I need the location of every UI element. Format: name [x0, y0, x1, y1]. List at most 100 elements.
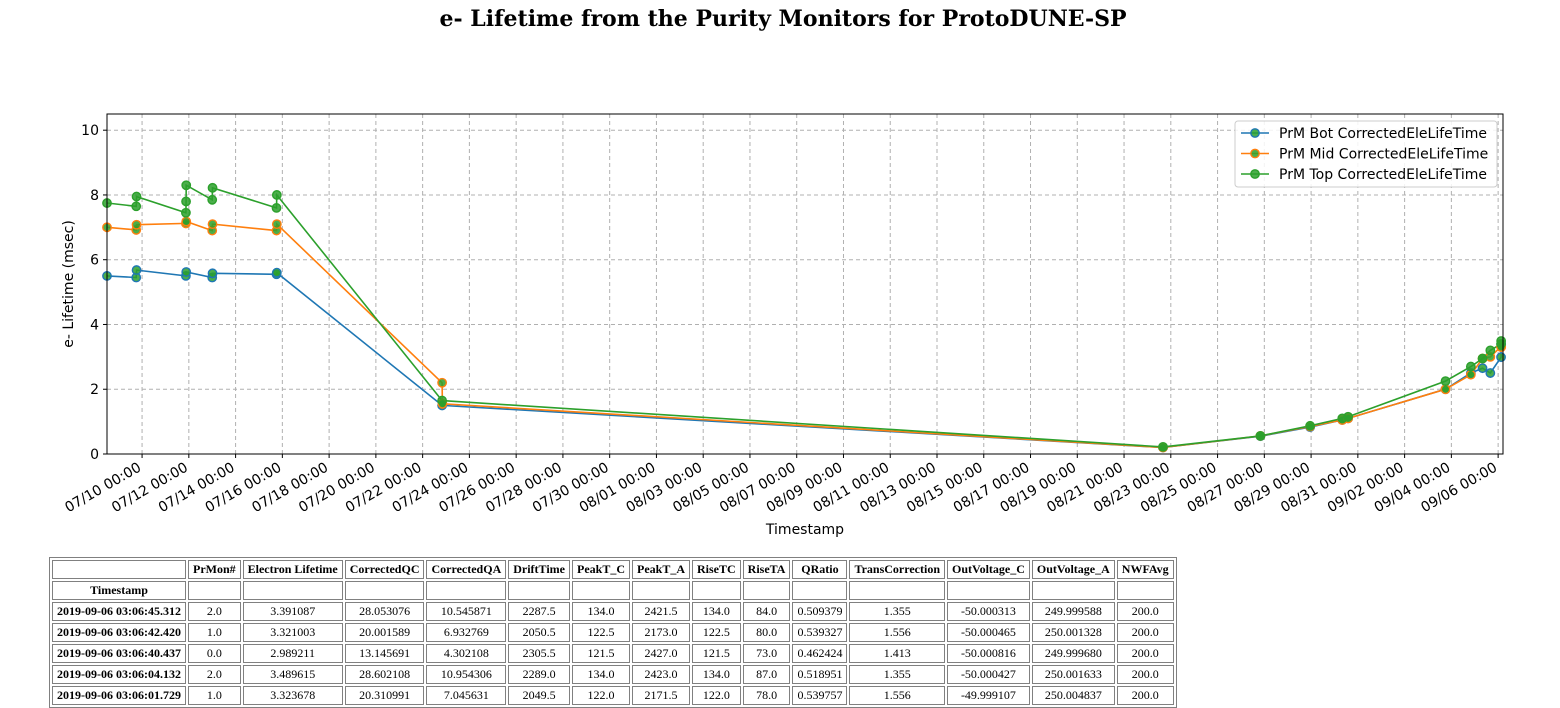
table-cell: -50.000313 — [947, 602, 1030, 621]
series-line-2 — [106, 183, 1502, 448]
column-header: CorrectedQA — [426, 560, 507, 579]
table-cell: -50.000427 — [947, 665, 1030, 684]
data-point — [131, 191, 142, 202]
data-point — [131, 201, 142, 212]
timestamp-cell: 2019-09-06 03:06:45.312 — [52, 602, 186, 621]
data-point — [207, 182, 218, 193]
legend-label: PrM Mid CorrectedEleLifeTime — [1279, 147, 1488, 163]
data-point — [1440, 384, 1451, 395]
table-row: 2019-09-06 03:06:04.132 2.0 3.489615 28.602… — [52, 665, 1174, 684]
data-point — [181, 180, 192, 191]
data-point — [1158, 441, 1168, 452]
timestamp-cell: 2019-09-06 03:06:01.729 — [52, 686, 186, 705]
data-point — [1477, 363, 1488, 374]
table-cell: 78.0 — [742, 686, 791, 705]
table-cell: 3.489615 — [242, 665, 343, 684]
table-cell: 2171.5 — [632, 686, 690, 705]
index-blank-cell — [508, 581, 570, 600]
data-point — [271, 267, 282, 278]
index-blank-cell — [632, 581, 690, 600]
data-point — [131, 265, 142, 275]
column-header: PeakT_A — [632, 560, 690, 579]
data-point — [1305, 420, 1316, 431]
table-cell: 1.0 — [187, 686, 241, 705]
index-blank-cell — [344, 581, 425, 600]
table-cell: 1.413 — [849, 644, 945, 663]
data-point — [1485, 368, 1496, 378]
table-cell: 10.545871 — [426, 602, 507, 621]
table-cell: 2305.5 — [508, 644, 570, 663]
table-header-row: PrMon# Electron Lifetime CorrectedQC Correc… — [52, 560, 1174, 579]
table-cell: 2287.5 — [508, 602, 570, 621]
table-row: 2019-09-06 03:06:40.437 0.0 2.989211 13.145… — [52, 644, 1174, 663]
table-cell: 0.509379 — [792, 602, 848, 621]
data-point — [1477, 353, 1488, 364]
timestamp-cell: 2019-09-06 03:06:04.132 — [52, 665, 186, 684]
column-header: RiseTC — [692, 560, 741, 579]
table-cell: 121.5 — [692, 644, 741, 663]
table-cell: 200.0 — [1116, 602, 1174, 621]
table-cell: 0.0 — [187, 644, 241, 663]
table-cell: 134.0 — [692, 602, 741, 621]
data-point — [1485, 345, 1496, 356]
table-cell: 122.5 — [692, 623, 741, 642]
data-point — [207, 268, 218, 279]
y-tick-label: 4 — [90, 317, 99, 333]
table-cell: 1.556 — [849, 686, 945, 705]
table-cell: 249.999680 — [1031, 644, 1115, 663]
table-cell: 1.0 — [187, 623, 241, 642]
data-point — [271, 203, 282, 213]
table-cell: 200.0 — [1116, 665, 1174, 684]
column-header: QRatio — [792, 560, 848, 579]
data-point — [437, 377, 448, 388]
table-cell: -50.000816 — [947, 644, 1030, 663]
data-point — [1496, 336, 1507, 346]
index-blank-cell — [792, 581, 848, 600]
table-cell: 3.323678 — [242, 686, 343, 705]
column-header: NWFAvg — [1116, 560, 1174, 579]
column-header: OutVoltage_A — [1031, 560, 1115, 579]
x-tick-label: 07/10 00:00 — [62, 460, 144, 516]
plot-frame — [106, 113, 1504, 455]
table-cell: 122.5 — [572, 623, 630, 642]
table-cell: 134.0 — [572, 665, 630, 684]
purity-data-table: PrMon# Electron Lifetime CorrectedQC Correc… — [49, 557, 1177, 708]
legend-label: PrM Bot CorrectedEleLifeTime — [1279, 126, 1487, 142]
table-cell: 3.321003 — [242, 623, 343, 642]
table-row: 2019-09-06 03:06:45.312 2.0 3.391087 28.053… — [52, 602, 1174, 621]
legend-marker — [1250, 169, 1260, 179]
column-header: RiseTA — [742, 560, 791, 579]
table-row: 2019-09-06 03:06:42.420 1.0 3.321003 20.001… — [52, 623, 1174, 642]
index-blank-cell — [692, 581, 741, 600]
legend-label: PrM Top CorrectedEleLifeTime — [1279, 167, 1487, 183]
table-cell: 2173.0 — [632, 623, 690, 642]
table-cell: 2.989211 — [242, 644, 343, 663]
data-point — [1465, 361, 1476, 372]
timestamp-cell: 2019-09-06 03:06:40.437 — [52, 644, 186, 663]
table-cell: 2.0 — [187, 665, 241, 684]
index-blank-cell — [947, 581, 1030, 600]
table-cell: 200.0 — [1116, 623, 1174, 642]
legend-marker — [1250, 128, 1260, 138]
timestamp-cell: 2019-09-06 03:06:42.420 — [52, 623, 186, 642]
table-cell: 87.0 — [742, 665, 791, 684]
table-cell: 28.602108 — [344, 665, 425, 684]
data-table-container: PrMon# Electron Lifetime CorrectedQC Correc… — [49, 557, 1177, 708]
table-cell: 2421.5 — [632, 602, 690, 621]
table-cell: 0.518951 — [792, 665, 848, 684]
y-tick-label: 6 — [90, 253, 99, 269]
table-cell: 28.053076 — [344, 602, 425, 621]
column-header: PeakT_C — [572, 560, 630, 579]
legend-box — [1234, 120, 1498, 188]
table-cell: 84.0 — [742, 602, 791, 621]
table-cell: 3.391087 — [242, 602, 343, 621]
table-cell: -50.000465 — [947, 623, 1030, 642]
table-cell: 20.001589 — [344, 623, 425, 642]
data-point — [181, 196, 191, 207]
data-point — [1255, 430, 1266, 441]
table-cell: 122.0 — [572, 686, 630, 705]
data-point — [181, 207, 191, 218]
y-tick-label: 2 — [90, 382, 99, 398]
data-point — [1465, 369, 1476, 380]
table-cell: 0.539327 — [792, 623, 848, 642]
